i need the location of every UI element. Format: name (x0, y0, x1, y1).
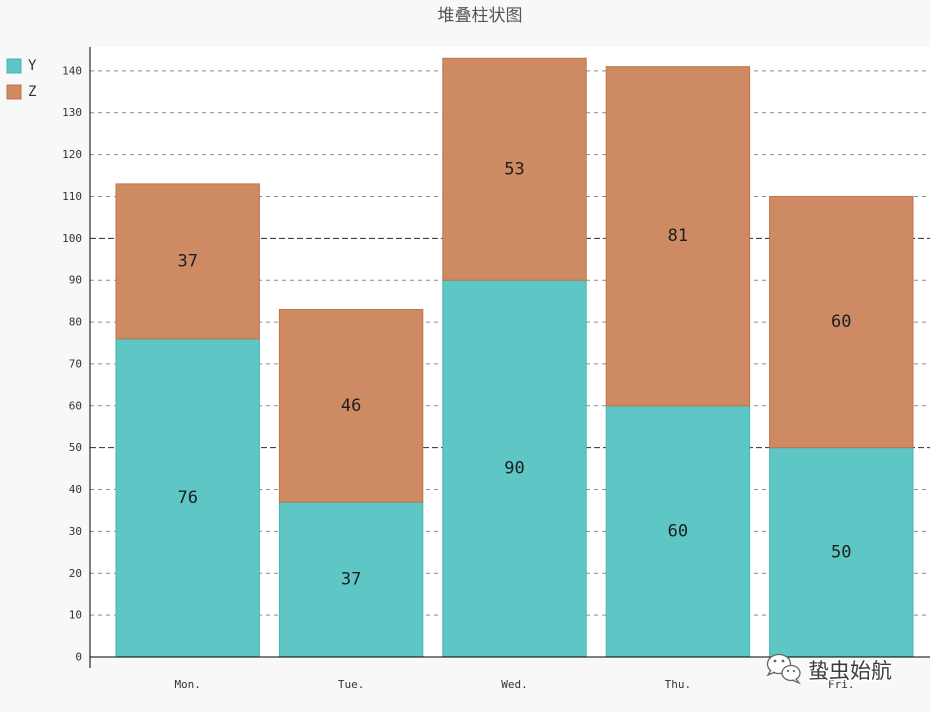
bar-segment-z-4 (605, 66, 751, 407)
data-label-y-3: 90 (504, 459, 524, 479)
bar-segment-z-1 (115, 183, 260, 340)
data-label-z-1: 37 (177, 251, 197, 271)
bar-segment-y-3 (442, 279, 587, 658)
y-tick-label-140: 140 (62, 64, 82, 77)
bar-segment-z-5 (769, 195, 914, 449)
data-label-z-4: 81 (668, 226, 688, 246)
data-label-z-2: 46 (341, 396, 361, 416)
legend-item-y[interactable]: Y (6, 58, 37, 74)
chart-title: 堆叠柱状图 (438, 6, 523, 26)
y-tick-label-110: 110 (62, 190, 82, 203)
y-tick-label-80: 80 (69, 316, 82, 329)
y-tick-label-130: 130 (62, 106, 82, 119)
bar-segment-y-2 (278, 501, 424, 658)
y-tick-label-100: 100 (62, 232, 82, 245)
y-tick-label-60: 60 (69, 399, 82, 412)
y-tick-labels: 0 10 20 30 40 50 60 70 80 90 100 110 120 130 140 (62, 64, 82, 663)
data-label-y-1: 76 (177, 488, 197, 508)
data-labels: 76 37 37 46 90 53 60 81 50 60 (177, 159, 851, 589)
bar-segment-y-4 (605, 405, 751, 658)
bars (115, 57, 914, 658)
data-label-y-2: 37 (341, 570, 361, 590)
bar-segment-y-5 (769, 447, 914, 658)
data-label-z-3: 53 (504, 159, 524, 179)
y-tick-label-40: 40 (69, 483, 82, 496)
y-tick-label-70: 70 (69, 357, 82, 370)
y-tick-label-50: 50 (69, 441, 82, 454)
x-tick-label-1: Mon. (174, 678, 201, 691)
bar-segment-y-1 (115, 338, 260, 658)
legend-swatch (6, 84, 22, 100)
y-tick-label-0: 0 (75, 651, 82, 664)
y-tick-label-120: 120 (62, 148, 82, 161)
data-label-z-5: 60 (831, 312, 851, 332)
y-tick-label-90: 90 (69, 274, 82, 287)
x-tick-label-4: Thu. (665, 678, 692, 691)
legend: YZ (6, 58, 37, 100)
x-tick-label-3: Wed. (501, 678, 528, 691)
legend-item-z[interactable]: Z (6, 84, 36, 100)
y-tick-label-30: 30 (69, 525, 82, 538)
x-tick-label-5: Fri. (828, 678, 855, 691)
bar-segment-z-2 (278, 309, 424, 503)
watermark-text: 蛰虫始航 (808, 659, 892, 683)
bar-segment-z-3 (442, 57, 587, 281)
legend-label: Y (28, 58, 37, 74)
watermark: 蛰虫始航 (766, 653, 894, 685)
legend-label: Z (28, 84, 36, 100)
legend-swatch (6, 58, 22, 74)
data-label-y-5: 50 (831, 542, 851, 562)
y-tick-label-20: 20 (69, 567, 82, 580)
x-tick-label-2: Tue. (338, 678, 365, 691)
y-tick-label-10: 10 (69, 609, 82, 622)
x-tick-labels: Mon. Tue. Wed. Thu. Fri. (174, 678, 854, 691)
wechat-icon (766, 653, 801, 685)
data-label-y-4: 60 (668, 521, 688, 541)
axes (89, 47, 930, 668)
